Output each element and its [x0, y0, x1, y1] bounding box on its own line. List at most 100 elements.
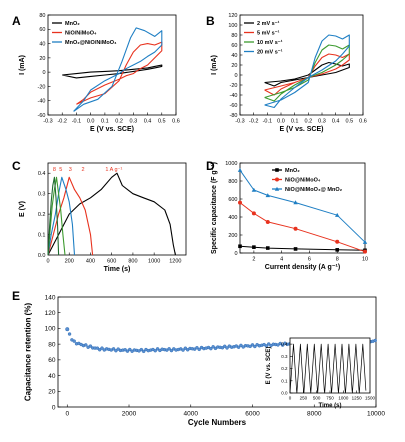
x-tick-label: -0.3 — [235, 119, 244, 125]
y-axis-label: I (mA) — [211, 55, 218, 75]
data-point — [238, 244, 242, 249]
x-axis-label: Current density (A g⁻¹) — [265, 264, 340, 271]
data-point — [167, 347, 171, 351]
data-point — [293, 200, 298, 205]
y-tick-label: -20 — [230, 83, 238, 89]
x-tick-label: 1000 — [338, 396, 349, 401]
y-tick-label: 0 — [42, 70, 45, 76]
x-tick-label: 4000 — [184, 411, 199, 418]
x-tick-label: 0.6 — [172, 119, 180, 125]
y-tick-label: 60 — [39, 27, 45, 33]
x-tick-label: 0.4 — [332, 119, 340, 125]
y-tick-label: -40 — [230, 93, 238, 99]
x-tick-label: -0.3 — [43, 119, 52, 125]
y-tick-label: 0.3 — [281, 354, 288, 359]
y-tick-label: 0.4 — [38, 171, 46, 177]
data-point — [267, 342, 271, 346]
data-point — [251, 187, 257, 192]
data-point — [209, 346, 213, 351]
data-point — [275, 168, 279, 172]
data-point — [278, 341, 282, 346]
data-point — [169, 348, 174, 353]
x-tick-label: 1250 — [352, 396, 363, 401]
legend-label: MnO₂@NiO/NiMoO₄ — [65, 40, 117, 46]
y-tick-label: 20 — [48, 389, 56, 396]
panel-letter: C — [12, 159, 21, 173]
series-line — [47, 176, 94, 256]
y-tick-label: 80 — [48, 341, 56, 348]
y-tick-label: 0 — [234, 73, 237, 79]
y-tick-label: 100 — [45, 326, 56, 333]
series-line — [47, 176, 66, 256]
data-point — [100, 346, 104, 350]
x-tick-label: 0.5 — [346, 119, 354, 125]
x-axis-label: E (V vs. SCE) — [280, 126, 324, 133]
data-point — [225, 346, 229, 350]
y-tick-label: -80 — [230, 113, 238, 119]
x-tick-label: 0.2 — [305, 119, 313, 125]
y-tick-label: 0 — [52, 404, 56, 411]
data-point — [293, 247, 298, 251]
y-tick-label: 600 — [228, 197, 237, 203]
y-tick-label: 120 — [45, 310, 56, 317]
data-point — [253, 344, 257, 349]
series-line — [264, 61, 350, 87]
x-axis-label: Time (s) — [104, 266, 131, 273]
data-point — [67, 332, 72, 336]
y-tick-label: -60 — [38, 113, 46, 119]
legend-label: 10 mV s⁻¹ — [257, 39, 283, 46]
x-tick-label: 6 — [308, 257, 311, 263]
legend-label: 5 mV s⁻¹ — [257, 29, 280, 36]
data-point — [293, 226, 298, 231]
legend-label: NiO/NiMoO₄ — [65, 30, 97, 36]
y-tick-label: 20 — [39, 56, 45, 62]
data-point — [239, 343, 243, 348]
x-tick-label: 400 — [86, 259, 95, 265]
x-tick-label: 600 — [107, 259, 116, 265]
panel-letter: B — [206, 14, 215, 28]
data-point — [252, 245, 256, 249]
legend-label: NiO@NiMoO₄ — [285, 177, 321, 183]
panel-letter: A — [12, 14, 21, 28]
data-point — [197, 347, 201, 352]
y-axis-label: E (V) — [19, 201, 26, 217]
x-tick-label: 750 — [326, 396, 334, 401]
x-tick-label: 1000 — [148, 259, 160, 265]
y-tick-label: 200 — [228, 233, 237, 239]
series-line — [73, 27, 163, 112]
x-tick-label: -0.2 — [249, 119, 258, 125]
x-tick-label: 0.1 — [291, 119, 299, 125]
data-point — [275, 177, 279, 182]
data-point — [280, 343, 285, 347]
plot-frame — [47, 162, 187, 256]
series-line — [76, 41, 163, 105]
data-point — [363, 249, 367, 254]
y-tick-label: 80 — [39, 13, 45, 19]
y-tick-label: 0.3 — [38, 192, 46, 198]
data-point — [251, 211, 256, 216]
plot-frame — [239, 162, 366, 254]
data-point — [72, 339, 76, 343]
y-tick-label: 40 — [39, 41, 45, 47]
data-point — [114, 349, 118, 353]
legend-label: 20 mV s⁻¹ — [257, 48, 283, 55]
inset-line — [289, 343, 367, 394]
y-tick-label: 140 — [45, 294, 56, 301]
panel-A: -0.3 -0.2 -0.1 0.0 0.1 0.2 0.3 0.4 0.5 0.6 -60 -40 -… — [19, 13, 180, 133]
series-line — [239, 169, 366, 243]
data-point — [84, 343, 88, 347]
x-tick-label: 0.3 — [318, 119, 326, 125]
x-tick-label: 10000 — [367, 411, 385, 418]
series-line — [47, 172, 176, 256]
data-point — [139, 347, 144, 352]
legend-label: MnO₂ — [285, 168, 300, 174]
y-tick-label: 0.1 — [281, 378, 288, 383]
x-axis-label: Time (s) — [319, 403, 342, 409]
y-tick-label: -40 — [38, 99, 46, 105]
x-tick-label: 0.3 — [130, 119, 138, 125]
panel-D: 2 4 6 8 10 0 200 400 600 800 1000 Current density (… — [211, 161, 368, 271]
x-tick-label: 0 — [65, 411, 69, 418]
data-point — [223, 344, 227, 348]
x-tick-label: 0.0 — [277, 119, 285, 125]
y-tick-label: 800 — [228, 179, 237, 185]
